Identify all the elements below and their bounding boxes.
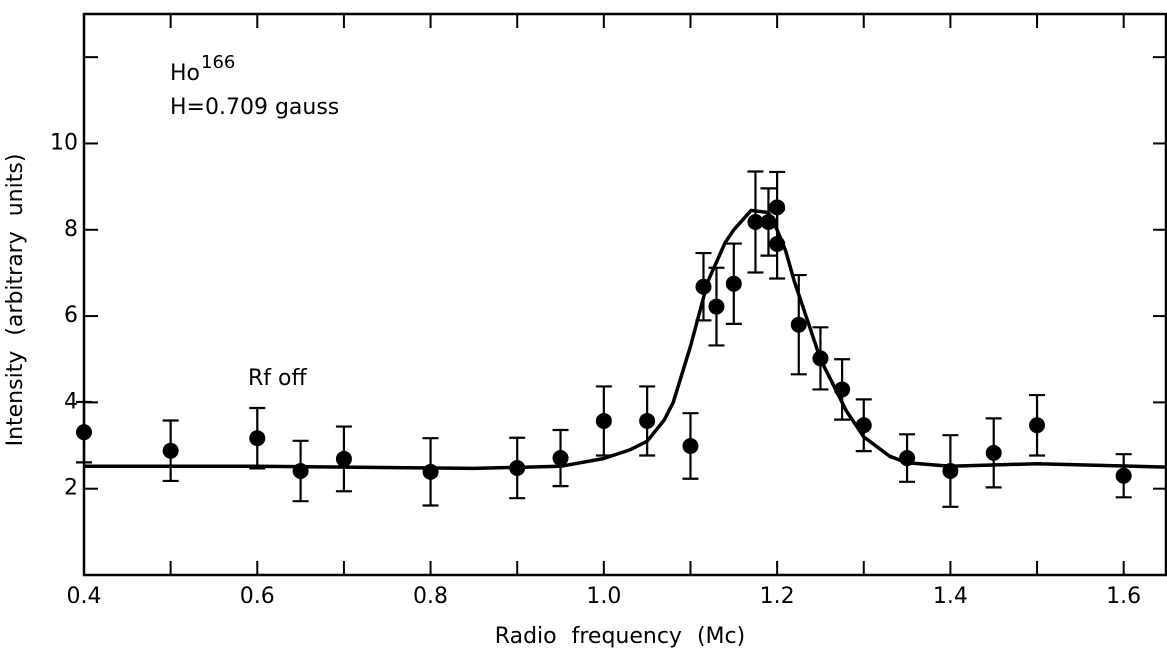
x-tick-label: 1.0: [586, 584, 621, 609]
data-point: [695, 278, 712, 295]
y-axis-label: Intensity (arbitrary units): [3, 154, 28, 447]
y-tick-label: 2: [64, 476, 78, 501]
data-point: [552, 450, 569, 467]
data-point: [76, 424, 92, 441]
fit-curve: [84, 208, 1167, 471]
data-point: [725, 275, 742, 292]
field-label: H=0.709 gauss: [170, 95, 339, 120]
y-tick-label: 6: [64, 303, 78, 328]
data-point: [639, 412, 656, 429]
x-tick-label: 1.4: [933, 584, 968, 609]
data-point: [769, 236, 786, 253]
data-point: [335, 450, 352, 467]
data-point: [790, 316, 807, 333]
data-point: [422, 463, 439, 480]
data-point: [509, 459, 526, 476]
data-point: [747, 214, 764, 231]
x-tick-label: 0.6: [240, 584, 275, 609]
data-point: [292, 462, 309, 479]
y-tick-label: 8: [64, 217, 78, 242]
x-tick-label: 1.6: [1106, 584, 1141, 609]
data-point: [595, 412, 612, 429]
isotope-label: Ho: [170, 61, 200, 86]
plot-frame: [82, 12, 1167, 577]
data-point: [162, 442, 179, 459]
y-tick-label: 4: [64, 389, 78, 414]
data-point: [682, 437, 699, 454]
x-axis-label: Radio frequency (Mc): [495, 624, 745, 649]
y-tick-label: 10: [50, 130, 78, 155]
data-point: [769, 199, 786, 216]
data-point: [812, 350, 829, 367]
data-point: [899, 450, 916, 467]
x-tick-label: 0.4: [67, 584, 102, 609]
data-point: [249, 430, 266, 447]
data-point: [834, 381, 851, 398]
x-tick-label: 1.2: [760, 584, 795, 609]
x-tick-label: 0.8: [413, 584, 448, 609]
data-point: [708, 298, 725, 315]
mass-number-label: 166: [201, 52, 235, 73]
data-point: [1029, 417, 1046, 434]
data-point: [1115, 467, 1132, 484]
annotations: Ho 166 H=0.709 gauss Rf off: [170, 52, 339, 391]
data-point: [985, 444, 1002, 461]
rf-off-label: Rf off: [248, 366, 307, 391]
data-point: [855, 417, 872, 434]
data-point: [942, 462, 959, 479]
data-point: [760, 214, 777, 231]
